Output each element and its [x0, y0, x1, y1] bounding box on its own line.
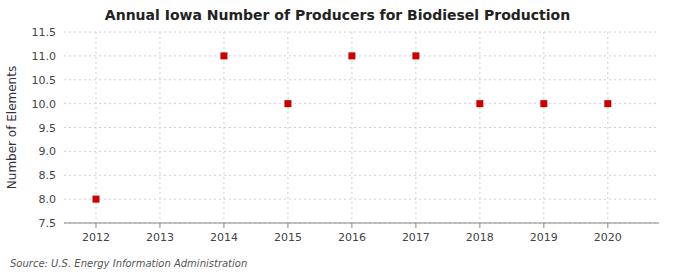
- x-grid-line: [287, 32, 288, 223]
- x-tick-label: 2013: [146, 231, 174, 244]
- y-tick-label: 9.5: [39, 122, 57, 135]
- x-tick: [479, 223, 480, 228]
- y-grid-line: [64, 223, 659, 224]
- y-tick-label: 10.0: [32, 98, 57, 111]
- x-tick-label: 2016: [338, 231, 366, 244]
- point: [604, 100, 611, 107]
- title: Annual Iowa Number of Producers for Biod…: [105, 7, 570, 23]
- x-tick: [287, 223, 288, 228]
- y-grid-line: [64, 79, 659, 80]
- point: [220, 52, 227, 59]
- y-tick-label: 8.0: [39, 193, 57, 206]
- x-grid-line: [415, 32, 416, 223]
- y-grid-line: [64, 175, 659, 176]
- chart: Annual Iowa Number of Producers for Biod…: [0, 0, 675, 275]
- y-grid-line: [64, 151, 659, 152]
- y-grid-line: [64, 199, 659, 200]
- x-tick-label: 2018: [466, 231, 494, 244]
- x-grid-line: [607, 32, 608, 223]
- x-axis-line: [64, 223, 659, 224]
- x-tick-label: 2014: [210, 231, 238, 244]
- grid: [64, 32, 659, 223]
- x-tick: [95, 223, 96, 228]
- y-grid-line: [64, 103, 659, 104]
- annotation: Source: U.S. Energy Information Administ…: [10, 258, 247, 269]
- x-grid-line: [543, 32, 544, 223]
- y-tick-label: 8.5: [39, 169, 57, 182]
- y-tick-label: 11.5: [32, 26, 57, 39]
- x-tick-label: 2015: [274, 231, 302, 244]
- x-tick: [607, 223, 608, 228]
- points: [92, 52, 611, 202]
- point: [412, 52, 419, 59]
- point: [348, 52, 355, 59]
- x-grid-line: [479, 32, 480, 223]
- x-tick-label: 2012: [82, 231, 110, 244]
- x-grid-line: [351, 32, 352, 223]
- point: [92, 196, 99, 203]
- point: [540, 100, 547, 107]
- x-tick: [415, 223, 416, 228]
- y-tick-label: 7.5: [39, 217, 57, 230]
- point: [284, 100, 291, 107]
- x-tick-label: 2020: [594, 231, 622, 244]
- x-tick-label: 2017: [402, 231, 430, 244]
- x-tick: [223, 223, 224, 228]
- x-tick-label: 2019: [530, 231, 558, 244]
- y-tick-label: 9.0: [39, 145, 57, 158]
- y-grid-line: [64, 55, 659, 56]
- y-grid-line: [64, 127, 659, 128]
- x-tick: [543, 223, 544, 228]
- x-tick: [351, 223, 352, 228]
- y-tick-label: 10.5: [32, 74, 57, 87]
- x-grid-line: [223, 32, 224, 223]
- x-tick: [159, 223, 160, 228]
- y-grid-line: [64, 32, 659, 33]
- y-axis-label: Number of Elements: [5, 66, 19, 189]
- x-grid-line: [95, 32, 96, 223]
- y-tick-label: 11.0: [32, 50, 57, 63]
- x-grid-line: [159, 32, 160, 223]
- point: [476, 100, 483, 107]
